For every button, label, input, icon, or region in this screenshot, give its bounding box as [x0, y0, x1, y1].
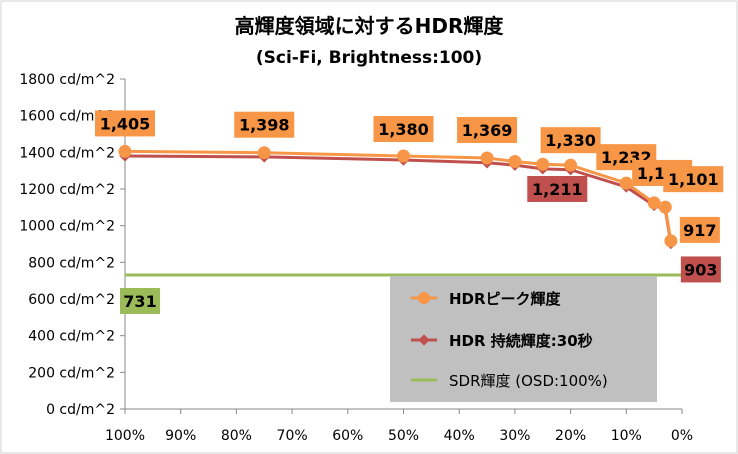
y-tick-label: 1600 cd/m^2 [19, 109, 115, 125]
y-tick-label: 1400 cd/m^2 [19, 145, 115, 161]
x-tick-label: 20% [555, 428, 586, 444]
x-tick-label: 30% [499, 428, 530, 444]
legend-label-sdr: SDR輝度 (OSD:100%) [449, 372, 608, 390]
data-point [397, 149, 410, 163]
data-label: 1,369 [462, 121, 513, 140]
data-point [480, 151, 494, 165]
data-label-box [663, 166, 724, 193]
data-label: 1,330 [545, 131, 596, 150]
data-point [257, 146, 271, 160]
data-point [647, 196, 661, 210]
data-point [508, 155, 522, 168]
data-point [536, 157, 550, 171]
data-label-box [679, 216, 720, 243]
data-point [564, 158, 578, 172]
x-tick-label: 40% [444, 428, 475, 444]
series-layer [118, 144, 682, 277]
x-tick-label: 0% [671, 428, 693, 444]
data-point [658, 200, 672, 214]
y-tick-label: 1800 cd/m^2 [19, 72, 115, 88]
data-point [664, 234, 678, 248]
data-label: 731 [123, 292, 156, 311]
x-tick-label: 80% [221, 428, 252, 444]
data-label-layer: 1,405 1,398 1,380 1,3691,3301,2321,1241,101… [95, 110, 724, 314]
data-label: 1,380 [378, 120, 429, 139]
data-label: 1,211 [532, 180, 583, 199]
data-point [118, 144, 132, 158]
data-label: 903 [684, 260, 717, 279]
data-label-box [373, 116, 434, 142]
y-tick-label: 400 cd/m^2 [28, 329, 115, 345]
legend: HDRピーク輝度 HDR 持続輝度:30秒 SDR輝度 (OSD:100%) [390, 276, 657, 402]
legend-diamond-marker [418, 334, 430, 346]
y-tick-label: 0 cd/m^2 [46, 402, 115, 418]
x-tick-label: 60% [332, 428, 363, 444]
y-tick-labels: 0 cd/m^2 200 cd/m^2 400 cd/m^2 600 cd/m^2 80… [19, 72, 125, 418]
data-label-box [527, 175, 588, 202]
y-tick-label: 1000 cd/m^2 [19, 219, 115, 235]
legend-label-hdr-sustained: HDR 持続輝度:30秒 [449, 332, 593, 350]
x-tick-label: 90% [165, 428, 196, 444]
data-label: 1,101 [668, 170, 719, 189]
x-tick-labels: 100% 90% 80% 70% 60% 50% 40% 30% 20% 10% 0% [105, 409, 693, 444]
y-tick-label: 200 cd/m^2 [28, 365, 115, 381]
legend-circle-marker [418, 292, 430, 304]
data-label-box [680, 256, 721, 283]
y-tick-label: 800 cd/m^2 [28, 255, 115, 271]
data-label-box [457, 117, 518, 144]
legend-item-hdr-sustained: HDR 持続輝度:30秒 [411, 332, 593, 350]
legend-item-hdr-peak: HDRピーク輝度 [411, 290, 562, 308]
legend-label-hdr-peak: HDRピーク輝度 [449, 290, 562, 308]
data-label: 1,405 [100, 114, 151, 133]
x-tick-label: 100% [105, 428, 145, 444]
data-label-box [95, 110, 155, 137]
data-label-box [234, 111, 295, 138]
x-tick-label: 10% [611, 428, 642, 444]
y-tick-label: 600 cd/m^2 [28, 292, 115, 308]
data-label: 917 [683, 221, 716, 240]
y-tick-label: 1200 cd/m^2 [19, 182, 115, 198]
legend-item-sdr: SDR輝度 (OSD:100%) [411, 372, 608, 390]
chart-subtitle: (Sci-Fi, Brightness:100) [256, 48, 482, 68]
x-tick-label: 70% [277, 428, 308, 444]
chart-title: 高輝度領域に対するHDR輝度 [235, 14, 505, 38]
data-point [619, 176, 633, 190]
x-tick-label: 50% [388, 428, 419, 444]
data-label-box [540, 127, 601, 154]
data-label: 1,398 [239, 116, 290, 135]
data-label-box [120, 287, 160, 314]
